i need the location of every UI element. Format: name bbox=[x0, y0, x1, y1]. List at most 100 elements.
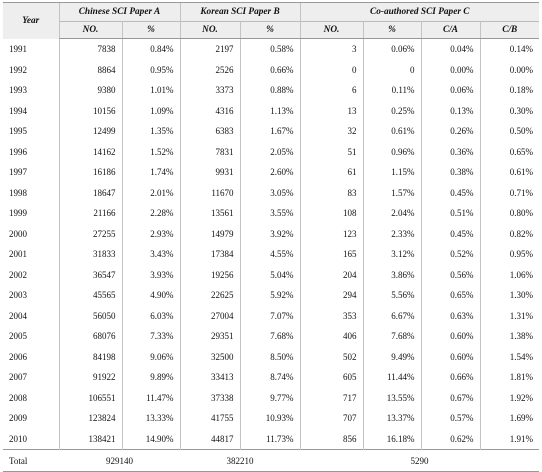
a-no-cell: 18647 bbox=[58, 182, 122, 203]
c-over-b-cell: 1.31% bbox=[479, 305, 539, 326]
b-no-cell: 17384 bbox=[179, 244, 240, 265]
b-no-cell: 13561 bbox=[179, 203, 240, 224]
a-no-cell: 14162 bbox=[58, 141, 122, 162]
c-over-b-cell: 0.80% bbox=[479, 203, 539, 224]
table-row: 2000 27255 2.93% 14979 3.92% 123 2.33% 0.45% 0.8… bbox=[3, 223, 539, 244]
c-over-b-cell: 0.61% bbox=[479, 162, 539, 183]
c-over-b-cell: 0.18% bbox=[479, 80, 539, 101]
c-pct-cell: 1.57% bbox=[362, 182, 421, 203]
b-pct-cell: 5.04% bbox=[239, 264, 300, 285]
b-no-cell: 41755 bbox=[179, 408, 240, 429]
table-row: 2002 36547 3.93% 19256 5.04% 204 3.86% 0.56% 1.0… bbox=[3, 264, 539, 285]
c-over-a-cell: 0.57% bbox=[420, 408, 480, 429]
c-over-b-cell: 1.38% bbox=[479, 326, 539, 347]
c-over-b-cell: 1.54% bbox=[479, 346, 539, 367]
c-no-cell: 6 bbox=[299, 80, 363, 101]
korean-paper-b-header: Korean SCI Paper B bbox=[179, 2, 300, 22]
a-no-cell: 8864 bbox=[58, 59, 122, 80]
c-over-a-cell: 0.60% bbox=[420, 326, 480, 347]
b-no-header: NO. bbox=[179, 21, 240, 39]
c-no-cell: 856 bbox=[299, 428, 363, 450]
a-pct-cell: 4.90% bbox=[121, 285, 180, 306]
a-pct-cell: 0.95% bbox=[121, 59, 180, 80]
c-pct-cell: 13.55% bbox=[362, 387, 421, 408]
c-no-cell: 406 bbox=[299, 326, 363, 347]
a-pct-cell: 0.84% bbox=[121, 38, 180, 60]
table-row: 2003 45565 4.90% 22625 5.92% 294 5.56% 0.65% 1.3… bbox=[3, 285, 539, 306]
c-no-cell: 353 bbox=[299, 305, 363, 326]
b-pct-cell: 8.74% bbox=[239, 367, 300, 388]
c-pct-cell: 3.12% bbox=[362, 244, 421, 265]
c-over-a-cell: 0.06% bbox=[420, 80, 480, 101]
a-no-cell: 56050 bbox=[58, 305, 122, 326]
c-over-a-header: C/A bbox=[420, 21, 480, 39]
c-over-a-cell: 0.36% bbox=[420, 141, 480, 162]
c-over-a-cell: 0.62% bbox=[420, 428, 480, 450]
total-b: 382210 bbox=[180, 449, 300, 472]
c-pct-cell: 0.11% bbox=[362, 80, 421, 101]
table-row: 1999 21166 2.28% 13561 3.55% 108 2.04% 0.51% 0.8… bbox=[3, 203, 539, 224]
b-pct-cell: 7.07% bbox=[239, 305, 300, 326]
c-over-a-cell: 0.38% bbox=[420, 162, 480, 183]
a-pct-cell: 6.03% bbox=[121, 305, 180, 326]
year-cell: 1993 bbox=[9, 85, 27, 96]
year-cell: 2000 bbox=[9, 228, 27, 239]
c-no-cell: 13 bbox=[299, 100, 363, 121]
c-over-a-cell: 0.45% bbox=[420, 223, 480, 244]
table-row: 1995 12499 1.35% 6383 1.67% 32 0.61% 0.26% 0.50% bbox=[3, 121, 539, 142]
year-cell: 2004 bbox=[9, 310, 27, 321]
c-over-b-cell: 1.06% bbox=[479, 264, 539, 285]
b-pct-cell: 5.92% bbox=[239, 285, 300, 306]
c-over-a-cell: 0.60% bbox=[420, 346, 480, 367]
a-pct-header: % bbox=[121, 21, 180, 39]
c-pct-cell: 0.96% bbox=[362, 141, 421, 162]
year-cell: 1997 bbox=[9, 167, 27, 178]
table-row: 1994 10156 1.09% 4316 1.13% 13 0.25% 0.13% 0.30% bbox=[3, 100, 539, 121]
table-row: 2004 56050 6.03% 27004 7.07% 353 6.67% 0.63% 1.3… bbox=[3, 305, 539, 326]
c-no-cell: 0 bbox=[299, 59, 363, 80]
c-over-b-header: C/B bbox=[479, 21, 539, 39]
c-pct-cell: 3.86% bbox=[362, 264, 421, 285]
b-no-cell: 22625 bbox=[179, 285, 240, 306]
b-pct-cell: 8.50% bbox=[239, 346, 300, 367]
b-pct-cell: 3.05% bbox=[239, 182, 300, 203]
a-no-cell: 138421 bbox=[58, 428, 122, 450]
total-row: Total 929140 382210 5290 bbox=[3, 449, 539, 472]
table-row: 1992 8864 0.95% 2526 0.66% 0 0 0.00% 0.00% bbox=[3, 59, 539, 80]
c-pct-cell: 0.06% bbox=[362, 38, 421, 60]
a-no-cell: 31833 bbox=[58, 244, 122, 265]
a-no-cell: 45565 bbox=[58, 285, 122, 306]
header-group-row: Year Chinese SCI Paper A Korean SCI Pape… bbox=[3, 2, 539, 39]
a-no-cell: 36547 bbox=[58, 264, 122, 285]
a-pct-cell: 13.33% bbox=[121, 408, 180, 429]
c-pct-cell: 16.18% bbox=[362, 428, 421, 450]
c-no-cell: 717 bbox=[299, 387, 363, 408]
a-pct-cell: 2.93% bbox=[121, 223, 180, 244]
c-over-a-cell: 0.00% bbox=[420, 59, 480, 80]
c-over-b-cell: 0.95% bbox=[479, 244, 539, 265]
table-row: 1998 18647 2.01% 11670 3.05% 83 1.57% 0.45% 0.71… bbox=[3, 182, 539, 203]
c-pct-cell: 2.04% bbox=[362, 203, 421, 224]
a-no-cell: 68076 bbox=[58, 326, 122, 347]
year-cell: 2008 bbox=[9, 392, 27, 403]
b-pct-cell: 1.67% bbox=[239, 121, 300, 142]
total-c: 5290 bbox=[300, 449, 539, 472]
a-pct-cell: 3.93% bbox=[121, 264, 180, 285]
c-no-cell: 61 bbox=[299, 162, 363, 183]
c-pct-cell: 13.37% bbox=[362, 408, 421, 429]
c-pct-cell: 1.15% bbox=[362, 162, 421, 183]
a-pct-cell: 1.52% bbox=[121, 141, 180, 162]
a-no-cell: 16186 bbox=[58, 162, 122, 183]
c-over-b-cell: 0.82% bbox=[479, 223, 539, 244]
total-label: Total bbox=[3, 449, 59, 472]
c-no-cell: 32 bbox=[299, 121, 363, 142]
a-pct-cell: 9.89% bbox=[121, 367, 180, 388]
table-row: 1996 14162 1.52% 7831 2.05% 51 0.96% 0.36% 0.65% bbox=[3, 141, 539, 162]
c-no-cell: 3 bbox=[299, 38, 363, 60]
b-pct-cell: 2.05% bbox=[239, 141, 300, 162]
c-pct-cell: 0 bbox=[362, 59, 421, 80]
table-row: 1993 9380 1.01% 3373 0.88% 6 0.11% 0.06% 0.18% bbox=[3, 80, 539, 101]
c-over-b-cell: 1.81% bbox=[479, 367, 539, 388]
c-over-b-cell: 0.00% bbox=[479, 59, 539, 80]
year-cell: 1996 bbox=[9, 146, 27, 157]
